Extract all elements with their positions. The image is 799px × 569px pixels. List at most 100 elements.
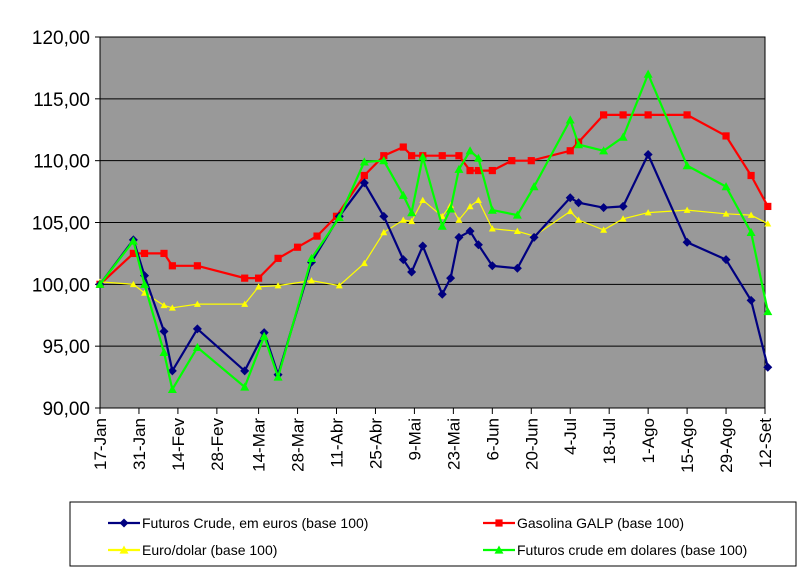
legend-marker: [119, 545, 129, 554]
data-point: [474, 166, 483, 175]
data-point: [683, 111, 691, 119]
data-point: [619, 111, 627, 119]
data-point: [418, 152, 428, 161]
x-tick-label: 1-Ago: [639, 418, 658, 463]
data-point: [398, 190, 408, 199]
data-point: [359, 178, 369, 188]
data-point: [566, 207, 574, 215]
data-point: [565, 193, 575, 203]
data-point: [446, 273, 456, 283]
data-point: [454, 232, 464, 242]
data-point: [487, 205, 497, 214]
data-point: [335, 282, 343, 289]
data-point: [575, 216, 583, 223]
data-point: [274, 254, 282, 262]
legend: Futuros Crude, em euros (base 100) Gasoli…: [108, 515, 747, 558]
legend-item: Gasolina GALP (base 100): [483, 515, 684, 531]
x-tick-label: 29-Ago: [717, 418, 736, 473]
data-point: [455, 152, 463, 160]
data-point: [437, 221, 447, 230]
y-tick-label: 100,00: [32, 275, 90, 296]
data-point: [418, 241, 428, 251]
data-point: [399, 216, 407, 223]
series-4: [95, 69, 773, 394]
data-point: [255, 283, 263, 290]
data-point: [465, 226, 475, 236]
data-point: [529, 182, 539, 191]
legend-marker: [119, 518, 129, 528]
data-point: [455, 216, 463, 223]
data-point: [454, 164, 464, 173]
legend-marker: [494, 545, 504, 554]
data-point: [241, 300, 249, 307]
legend-marker: [495, 519, 503, 527]
data-point: [565, 115, 575, 124]
y-tick-label: 110,00: [33, 152, 90, 173]
data-point: [721, 182, 731, 191]
data-point: [274, 282, 282, 289]
data-point: [95, 279, 105, 288]
y-tick-label: 115,00: [33, 90, 90, 111]
data-point: [379, 156, 389, 165]
data-point: [380, 152, 388, 160]
data-point: [764, 220, 772, 227]
data-point: [359, 157, 369, 166]
data-point: [167, 366, 177, 376]
data-point: [313, 232, 321, 240]
data-point: [488, 166, 496, 175]
data-point: [193, 262, 201, 270]
x-tick-label: 17-Jan: [91, 418, 110, 470]
data-point: [140, 279, 150, 288]
y-ticks: 90,00 95,00 100,00 105,00 110,00 115,00 120,00: [32, 28, 100, 420]
data-point: [407, 267, 417, 277]
data-point: [512, 263, 522, 273]
data-point: [619, 215, 627, 222]
data-point: [465, 146, 475, 155]
data-point: [508, 157, 516, 165]
data-point: [407, 208, 417, 217]
data-point: [599, 146, 609, 155]
data-point: [192, 324, 202, 334]
legend-item: Futuros crude em dolares (base 100): [483, 542, 747, 558]
data-point: [168, 262, 176, 270]
data-point: [763, 362, 773, 372]
data-point: [399, 143, 407, 151]
data-point: [721, 255, 731, 265]
data-point: [240, 366, 250, 376]
data-point: [398, 255, 408, 265]
data-point: [599, 203, 609, 213]
legend-label: Futuros Crude, em euros (base 100): [142, 515, 368, 531]
data-point: [474, 196, 482, 204]
data-point: [241, 274, 249, 282]
x-tick-label: 23-Mai: [444, 418, 463, 470]
x-tick-label: 28-Fev: [208, 418, 227, 471]
data-point: [618, 132, 628, 141]
data-point: [307, 277, 315, 284]
x-tick-label: 6-Jun: [483, 418, 502, 461]
x-tick-label: 12-Set: [756, 418, 775, 468]
data-point: [764, 202, 772, 211]
data-point: [254, 274, 263, 282]
x-tick-label: 14-Fev: [169, 418, 188, 471]
data-point: [438, 152, 446, 160]
data-point: [600, 226, 608, 233]
x-tick-label: 15-Ago: [678, 418, 697, 473]
data-point: [643, 149, 653, 159]
data-point: [419, 196, 427, 204]
y-tick-label: 95,00: [42, 337, 90, 358]
data-point: [466, 166, 474, 175]
data-point: [437, 289, 447, 299]
series-1: [95, 149, 773, 380]
data-point: [473, 240, 483, 250]
legend-item: Euro/dolar (base 100): [108, 542, 277, 558]
data-point: [159, 326, 169, 336]
data-point: [160, 249, 168, 258]
x-tick-label: 28-Mar: [289, 418, 308, 472]
data-point: [240, 382, 250, 391]
data-point: [360, 171, 368, 180]
data-point: [618, 201, 628, 211]
data-point: [192, 342, 202, 352]
x-tick-label: 14-Mar: [250, 418, 269, 472]
data-point: [446, 204, 456, 213]
